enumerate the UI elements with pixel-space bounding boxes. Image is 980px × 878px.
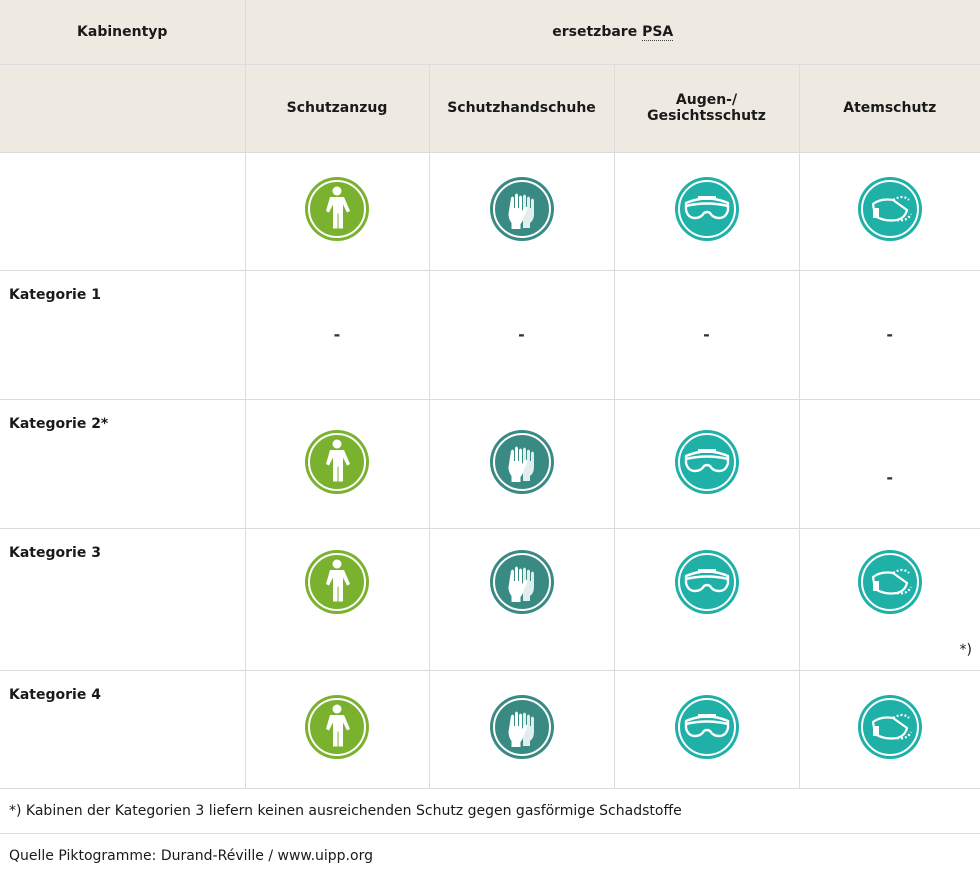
header-empty xyxy=(0,63,246,153)
table-row: Kategorie 2* - xyxy=(0,398,980,529)
row-label: Kategorie 3 xyxy=(0,527,246,671)
header-respiratory: Atemschutz xyxy=(798,63,980,153)
footnote-marker: *) xyxy=(959,641,972,658)
table-row: Kategorie 3 *) xyxy=(0,527,980,671)
dash-cell: - xyxy=(886,468,894,487)
row-label: Kategorie 4 xyxy=(0,669,246,789)
protective-gloves-icon xyxy=(489,429,555,495)
protective-gloves-icon xyxy=(489,176,555,242)
protective-suit-icon xyxy=(304,549,370,615)
goggles-icon xyxy=(674,176,740,242)
dash-cell: - xyxy=(518,325,525,344)
respirator-icon xyxy=(857,176,923,242)
header-suit: Schutzanzug xyxy=(244,63,430,153)
respirator-icon xyxy=(857,549,923,615)
goggles-icon xyxy=(674,429,740,495)
table-row: Kategorie 4 xyxy=(0,669,980,789)
icon-row-label xyxy=(0,151,246,271)
image-source: Quelle Piktogramme: Durand-Réville / www… xyxy=(9,847,373,864)
abbr-psa[interactable]: PSA xyxy=(642,23,674,41)
table-row: Kategorie 1 - - - - xyxy=(0,269,980,400)
dash-cell: - xyxy=(886,325,894,344)
header-replaceable-ppe: ersetzbare PSA xyxy=(244,0,980,65)
protective-suit-icon xyxy=(304,429,370,495)
protective-suit-icon xyxy=(304,694,370,760)
row-label: Kategorie 2* xyxy=(0,398,246,529)
header-eye-face: Augen-/Gesichtsschutz xyxy=(613,63,800,153)
goggles-icon xyxy=(674,549,740,615)
goggles-icon xyxy=(674,694,740,760)
dash-cell: - xyxy=(703,325,710,344)
protective-gloves-icon xyxy=(489,549,555,615)
ppe-table: Kabinentyp ersetzbare PSA Schutzanzug Sc… xyxy=(0,0,980,789)
header-gloves: Schutzhandschuhe xyxy=(428,63,615,153)
respirator-icon xyxy=(857,694,923,760)
protective-suit-icon xyxy=(304,176,370,242)
row-label: Kategorie 1 xyxy=(0,269,246,400)
protective-gloves-icon xyxy=(489,694,555,760)
header-cabin-type: Kabinentyp xyxy=(0,0,246,65)
icon-row xyxy=(0,151,980,271)
footnote: *) Kabinen der Kategorien 3 liefern kein… xyxy=(0,789,980,834)
dash-cell: - xyxy=(333,325,341,344)
